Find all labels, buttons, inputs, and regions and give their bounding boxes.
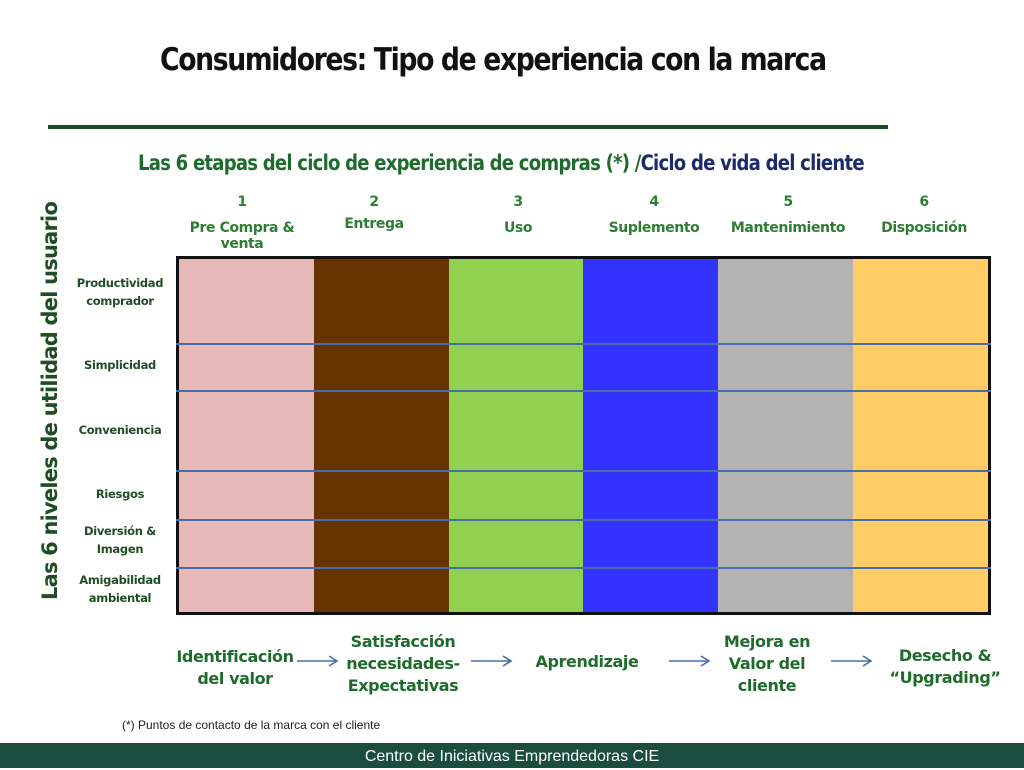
stage-number: 5	[783, 194, 793, 210]
subtitle-lifecycle: Ciclo de vida del cliente	[640, 151, 865, 175]
stage-header-2: 2 Entrega	[304, 194, 444, 232]
slide-title: Consumidores: Tipo de experiencia con la…	[160, 42, 827, 78]
arrow-right-icon	[471, 655, 513, 667]
outcome-identification: Identificación del valor	[176, 647, 294, 688]
stage-label: Disposición	[881, 220, 967, 236]
row-label-simplicity: Simplicidad	[83, 358, 156, 372]
row-divider	[176, 390, 991, 392]
stage-header-3: 3 Uso	[448, 194, 588, 236]
row-divider	[176, 567, 991, 569]
stage-number: 1	[237, 194, 247, 210]
stage-header-5: 5 Mantenimiento	[718, 194, 858, 236]
stage-header-4: 4 Suplemento	[584, 194, 724, 236]
arrow-right-icon	[831, 655, 873, 667]
row-label-productivity: Productividad comprador	[76, 276, 164, 308]
stage-column-1	[179, 259, 314, 612]
stage-column-6	[853, 259, 988, 612]
stage-label: Uso	[503, 220, 533, 236]
row-label-convenience: Conveniencia	[78, 423, 162, 437]
stage-column-3	[448, 259, 584, 612]
footnote: (*) Puntos de contacto de la marca con e…	[122, 718, 381, 732]
title-underline	[48, 125, 888, 129]
row-label-environment: Amigabilidad ambiental	[79, 573, 161, 605]
stage-header-1: 1 Pre Compra & venta	[172, 194, 312, 252]
row-label-fun-image: Diversión & Imagen	[83, 524, 157, 556]
stage-number: 6	[919, 194, 929, 210]
outcome-value-improvement: Mejora en Valor del cliente	[723, 632, 811, 695]
outcome-learning: Aprendizaje	[535, 652, 639, 671]
row-label-risks: Riesgos	[95, 487, 145, 501]
stage-number: 3	[513, 194, 523, 210]
stage-label: Mantenimiento	[730, 220, 846, 236]
stage-column-5	[718, 259, 854, 612]
utility-levels-title: Las 6 niveles de utilidad del usuario	[38, 201, 62, 600]
outcome-satisfaction: Satisfacción necesidades- Expectativas	[346, 632, 460, 695]
stage-header-6: 6 Disposición	[854, 194, 994, 236]
arrow-right-icon	[669, 655, 711, 667]
stage-column-4	[583, 259, 719, 612]
footer-bar: Centro de Iniciativas Emprendedoras CIE	[0, 743, 1024, 768]
experience-grid	[176, 256, 991, 615]
outcome-disposal-upgrading: Desecho & “Upgrading”	[889, 646, 1001, 687]
stage-number: 2	[369, 194, 379, 210]
row-divider	[176, 519, 991, 521]
stage-column-2	[313, 259, 449, 612]
stage-label: Entrega	[344, 216, 404, 232]
stage-label: Pre Compra & venta	[189, 220, 295, 252]
row-divider	[176, 343, 991, 345]
row-divider	[176, 470, 991, 472]
subtitle: Las 6 etapas del ciclo de experiencia de…	[138, 151, 865, 175]
stage-label: Suplemento	[608, 220, 700, 236]
subtitle-stages: Las 6 etapas del ciclo de experiencia de…	[138, 151, 641, 175]
arrow-right-icon	[297, 655, 339, 667]
stage-number: 4	[649, 194, 659, 210]
